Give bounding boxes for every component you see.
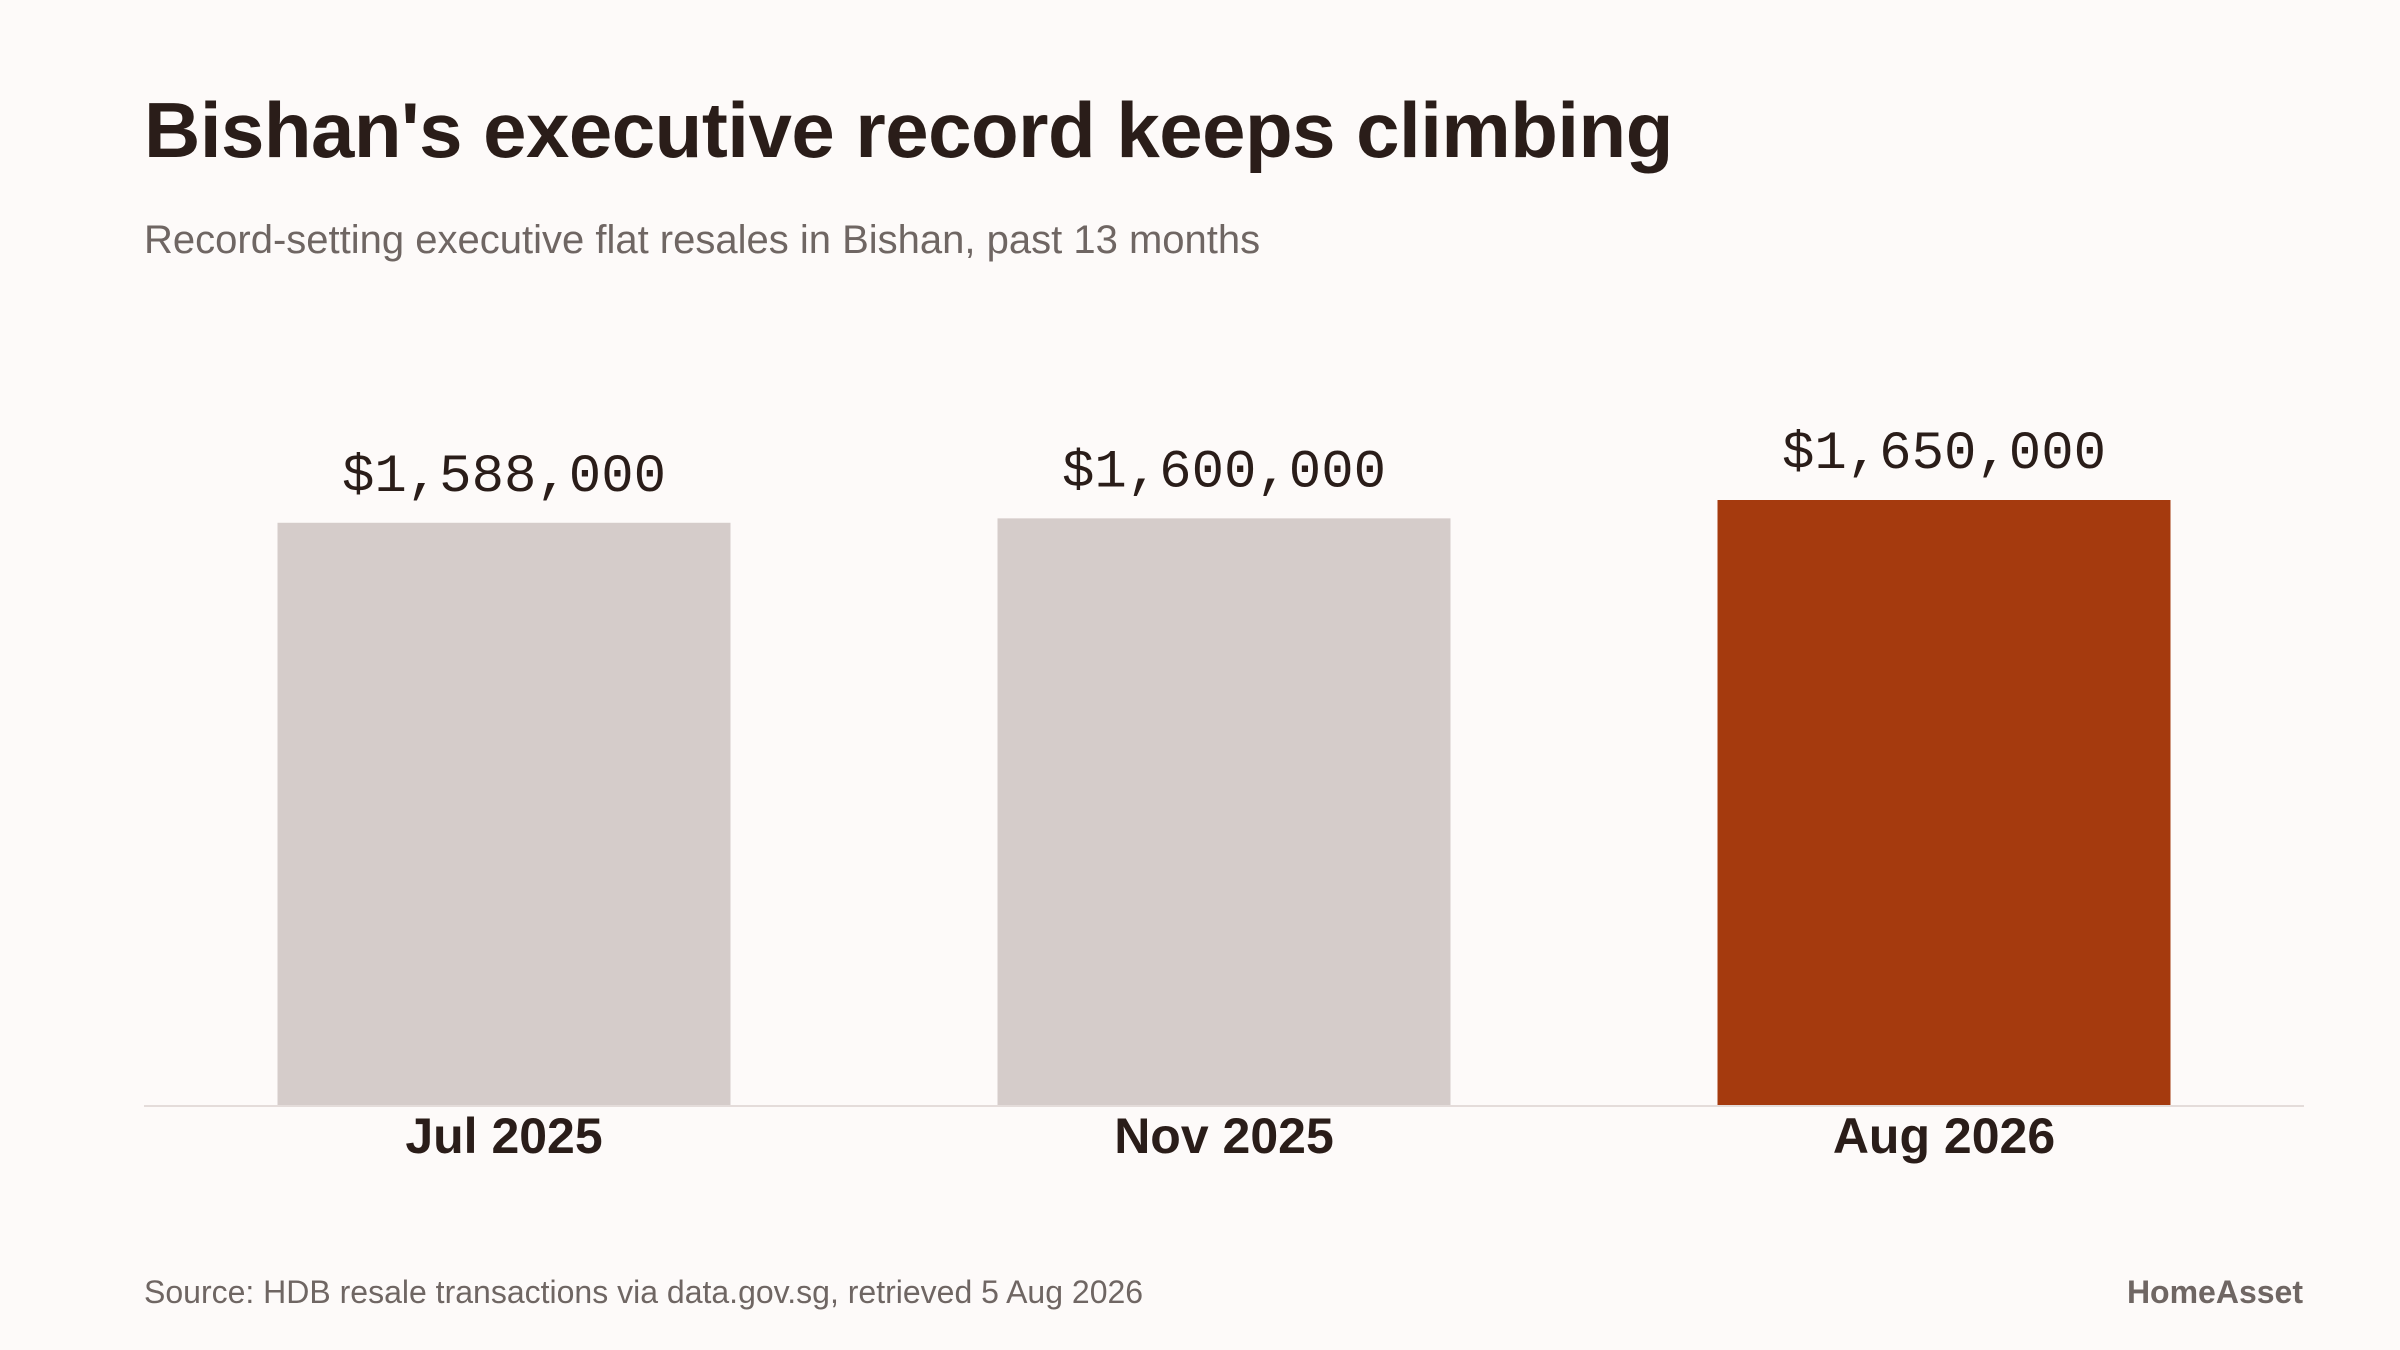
value-label: $1,650,000 [1782,424,2106,485]
source-note: Source: HDB resale transactions via data… [144,1274,1144,1310]
bars-group [277,500,2171,1106]
chart-subtitle: Record-setting executive flat resales in… [144,218,1261,262]
chart-title: Bishan's executive record keeps climbing [144,86,1673,174]
value-label: $1,588,000 [342,447,666,508]
bar-nov-2025 [997,518,1451,1106]
bar-aug-2026 [1717,500,2171,1106]
value-labels-group: $1,588,000 $1,600,000 $1,650,000 [342,424,2106,508]
bar-jul-2025 [277,522,731,1106]
brand-logo-text: HomeAsset [2126,1274,2303,1310]
category-label: Jul 2025 [405,1108,602,1164]
category-label: Aug 2026 [1833,1108,2055,1164]
category-label: Nov 2025 [1114,1108,1334,1164]
value-label: $1,600,000 [1062,442,1386,503]
category-labels-group: Jul 2025 Nov 2025 Aug 2026 [405,1108,2055,1164]
